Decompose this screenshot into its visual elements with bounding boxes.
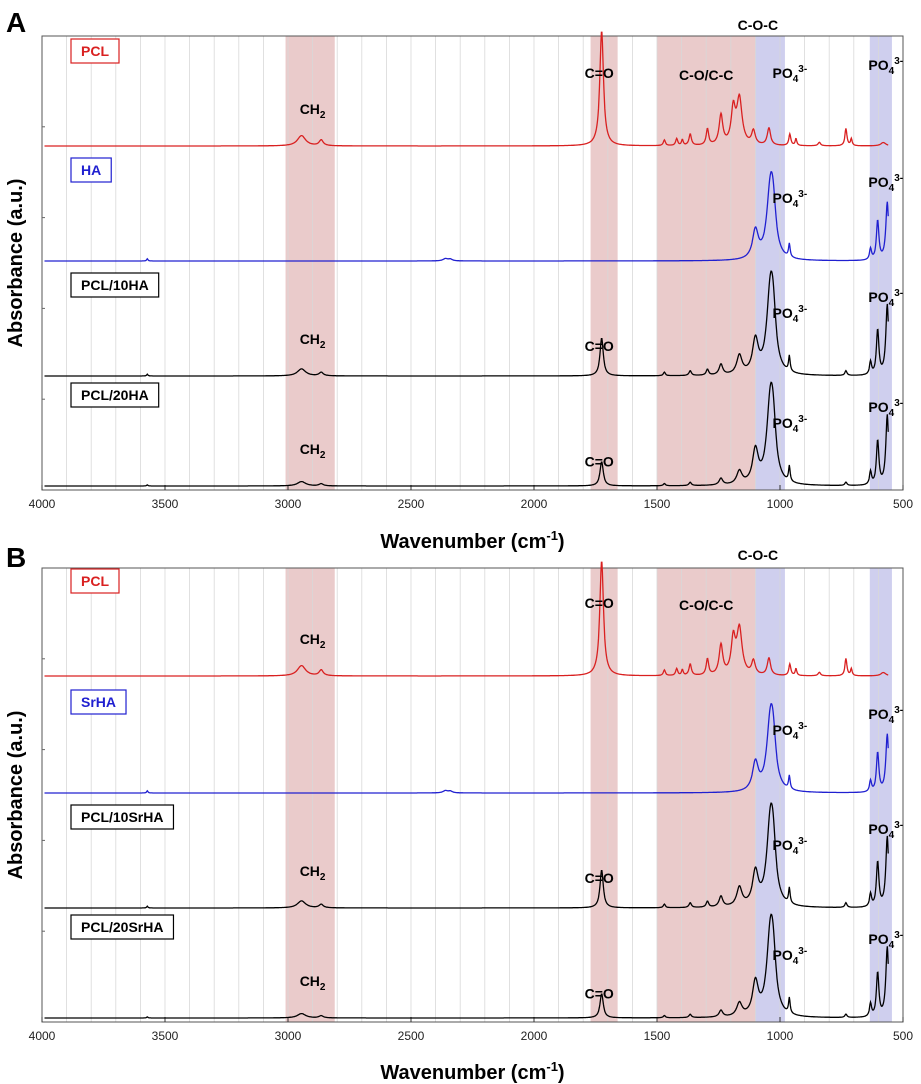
peak-annotation: C=O <box>585 338 614 354</box>
peak-annotation: CH2 <box>300 863 326 883</box>
series-line-ha <box>44 170 889 262</box>
y-axis-title: Absorbance (a.u.) <box>5 179 27 348</box>
peak-annotation: C=O <box>585 985 614 1001</box>
legend-item: PCL/20SrHA <box>70 914 175 940</box>
peak-annotation: PO43- <box>868 56 903 77</box>
peak-annotation: PO43- <box>868 705 903 726</box>
legend-box <box>70 38 120 64</box>
series-line-pcl-20srha <box>44 913 889 1019</box>
x-tick-label: 500 <box>893 1029 913 1043</box>
x-tick-label: 2000 <box>521 1029 548 1043</box>
legend-label: PCL/10HA <box>81 277 149 293</box>
x-tick-label: 1500 <box>644 497 671 511</box>
series-line-pcl-10ha <box>44 270 889 377</box>
legend-item: PCL <box>70 568 120 594</box>
absorption-band <box>285 568 335 1022</box>
legend-label: PCL/10SrHA <box>81 809 163 825</box>
peak-annotation: C-O/C-C <box>679 597 733 613</box>
legend-box <box>70 914 175 940</box>
panel-letter: B <box>6 542 26 573</box>
legend-item: PCL/10HA <box>70 272 160 298</box>
x-tick-label: 3500 <box>152 1029 179 1043</box>
legend-item: PCL/20HA <box>70 382 160 408</box>
x-axis-title: Wavenumber (cm-1) <box>380 1059 564 1084</box>
legend-item: PCL <box>70 38 120 64</box>
peak-annotation: CH2 <box>300 973 326 993</box>
x-tick-label: 500 <box>893 497 913 511</box>
peak-annotation: C=O <box>585 65 614 81</box>
x-tick-label: 4000 <box>29 497 56 511</box>
peak-annotation: C-O/C-C <box>679 67 733 83</box>
peak-annotation: CH2 <box>300 331 326 351</box>
legend-box <box>70 804 175 830</box>
series-line-pcl <box>44 31 889 147</box>
legend-box <box>70 272 160 298</box>
legend-box <box>70 157 112 183</box>
panel-A: 4000 3500 3000 2500 2000 1500 1000 500 PCL HA PCL/… <box>5 7 913 553</box>
peak-annotation: PO43- <box>772 414 807 435</box>
series-line-pcl <box>44 561 889 677</box>
peak-annotation: PO43- <box>772 304 807 325</box>
peak-annotation: PO43- <box>772 64 807 85</box>
peak-annotation: CH2 <box>300 101 326 121</box>
peak-annotation: PO43- <box>868 288 903 309</box>
series-line-srha <box>44 702 889 794</box>
peak-annotation: C=O <box>585 453 614 469</box>
series-line-pcl-20ha <box>44 381 889 487</box>
peak-annotation: PO43- <box>868 930 903 951</box>
peak-annotation: C=O <box>585 870 614 886</box>
legend-label: PCL/20SrHA <box>81 919 163 935</box>
peak-annotation: PO43- <box>868 173 903 194</box>
legend-label: SrHA <box>81 694 116 710</box>
x-tick-label: 3000 <box>275 497 302 511</box>
x-tick-label: 2500 <box>398 497 425 511</box>
legend-label: HA <box>81 162 101 178</box>
peak-annotation: PO43- <box>772 946 807 967</box>
x-tick-label: 3000 <box>275 1029 302 1043</box>
legend-item: HA <box>70 157 112 183</box>
series-line-pcl-10srha <box>44 802 889 909</box>
panel-letter: A <box>6 7 26 38</box>
absorption-band <box>869 568 892 1022</box>
peak-annotation: PO43- <box>868 820 903 841</box>
absorption-band <box>869 36 892 490</box>
peak-annotation: CH2 <box>300 631 326 651</box>
panel-B: 4000 3500 3000 2500 2000 1500 1000 500 PCL SrHA PC… <box>5 542 913 1084</box>
y-axis-title: Absorbance (a.u.) <box>5 711 27 880</box>
x-tick-label: 2000 <box>521 497 548 511</box>
peak-annotation: CH2 <box>300 441 326 461</box>
legend-box <box>70 689 127 715</box>
peak-annotation: PO43- <box>868 398 903 419</box>
absorption-band <box>590 36 618 490</box>
peak-annotation: PO43- <box>772 189 807 210</box>
legend-label: PCL <box>81 573 109 589</box>
peak-annotation: C-O-C <box>738 17 778 33</box>
legend-box <box>70 568 120 594</box>
x-tick-label: 2500 <box>398 1029 425 1043</box>
x-tick-label: 1000 <box>767 1029 794 1043</box>
x-axis-title: Wavenumber (cm-1) <box>380 528 564 553</box>
legend-item: PCL/10SrHA <box>70 804 175 830</box>
legend-label: PCL/20HA <box>81 387 149 403</box>
legend-label: PCL <box>81 43 109 59</box>
legend-item: SrHA <box>70 689 127 715</box>
peak-annotation: PO43- <box>772 721 807 742</box>
absorption-band <box>590 568 618 1022</box>
x-tick-label: 4000 <box>29 1029 56 1043</box>
legend-box <box>70 382 160 408</box>
x-tick-label: 3500 <box>152 497 179 511</box>
peak-annotation: PO43- <box>772 836 807 857</box>
plot-frame <box>41 35 904 491</box>
plot-frame <box>41 567 904 1023</box>
x-tick-label: 1500 <box>644 1029 671 1043</box>
peak-annotation: C-O-C <box>738 547 778 563</box>
x-tick-label: 1000 <box>767 497 794 511</box>
absorption-band <box>285 36 335 490</box>
peak-annotation: C=O <box>585 595 614 611</box>
